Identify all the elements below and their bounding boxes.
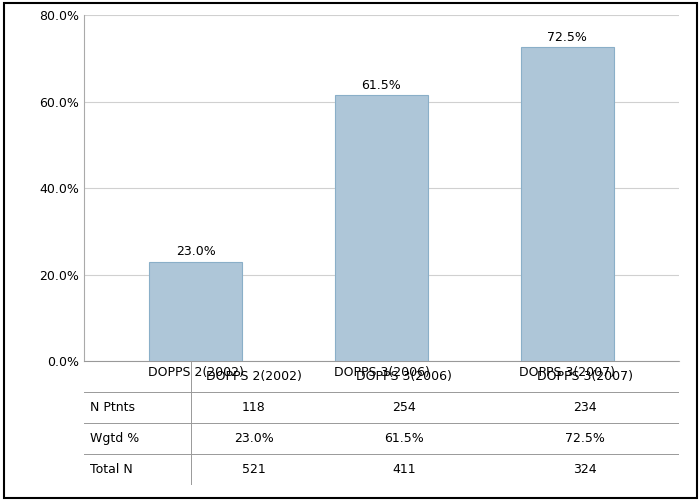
Text: 61.5%: 61.5%: [362, 78, 401, 92]
Text: 254: 254: [392, 401, 416, 414]
Text: 72.5%: 72.5%: [566, 432, 606, 445]
Text: 521: 521: [241, 463, 265, 476]
Text: 411: 411: [392, 463, 416, 476]
Text: N Ptnts: N Ptnts: [90, 401, 135, 414]
Bar: [149, 262, 242, 362]
Text: 72.5%: 72.5%: [547, 31, 587, 44]
Text: DOPPS 2(2002): DOPPS 2(2002): [206, 370, 302, 384]
Bar: [335, 95, 428, 361]
Text: Total N: Total N: [90, 463, 133, 476]
Text: 23.0%: 23.0%: [176, 246, 216, 258]
Text: DOPPS 3(2007): DOPPS 3(2007): [538, 370, 634, 384]
Text: 61.5%: 61.5%: [384, 432, 424, 445]
Text: 118: 118: [241, 401, 265, 414]
Bar: [521, 48, 614, 362]
Text: 324: 324: [573, 463, 597, 476]
Text: 234: 234: [573, 401, 597, 414]
Text: Wgtd %: Wgtd %: [90, 432, 139, 445]
Text: 23.0%: 23.0%: [234, 432, 274, 445]
Text: DOPPS 3(2006): DOPPS 3(2006): [356, 370, 452, 384]
